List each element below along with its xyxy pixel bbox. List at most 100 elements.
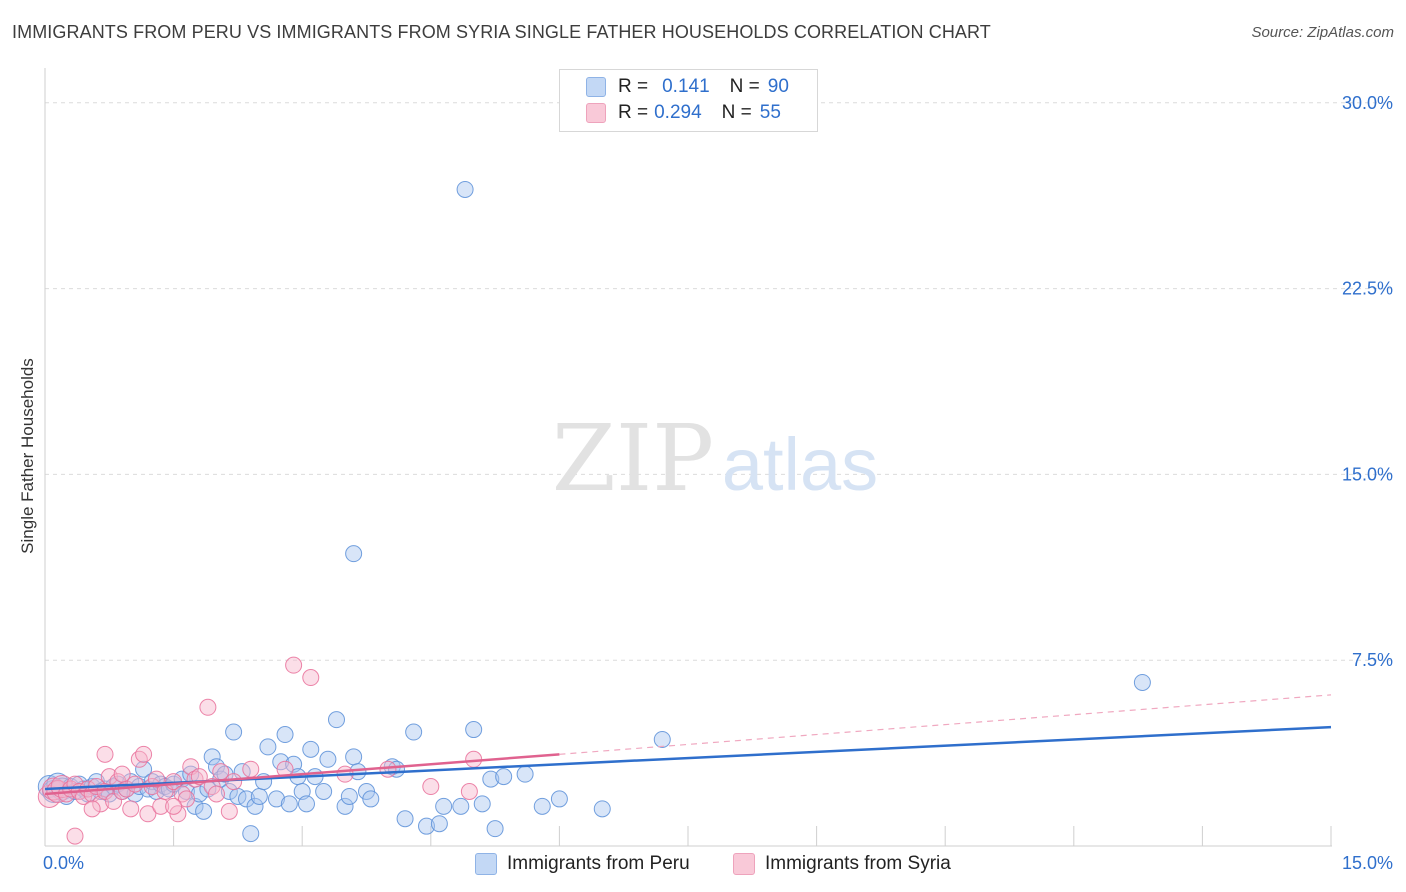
- peru-point: [653, 730, 671, 748]
- peru-point: [452, 797, 470, 815]
- peru-point: [435, 797, 453, 815]
- watermark: ZIP atlas: [552, 405, 878, 512]
- legend-swatch-peru: [586, 77, 606, 97]
- peru-point: [135, 760, 153, 778]
- series-legend-swatch-peru: [475, 853, 497, 875]
- y-tick-label: 7.5%: [1352, 650, 1393, 670]
- legend-n-label-peru: N =: [729, 76, 760, 97]
- trend-lines: [44, 694, 1332, 796]
- legend-n-value-syria: 55: [759, 102, 781, 123]
- series-legend-label-peru: Immigrants from Peru: [507, 853, 690, 874]
- peru-point: [345, 545, 363, 563]
- syria-point: [96, 745, 114, 763]
- watermark-zip: ZIP: [552, 405, 714, 512]
- x-tick-label-max: 15.0%: [1342, 853, 1393, 873]
- syria-point: [207, 785, 225, 803]
- peru-point: [220, 782, 238, 800]
- syria-point: [285, 656, 303, 674]
- peru-point: [242, 825, 260, 843]
- peru-point: [456, 180, 474, 198]
- peru-point: [203, 748, 221, 766]
- chart-title: IMMIGRANTS FROM PERU VS IMMIGRANTS FROM …: [12, 22, 991, 42]
- syria-point: [220, 802, 238, 820]
- peru-point: [405, 723, 423, 741]
- series-peru: [37, 180, 1151, 843]
- syria-point: [199, 698, 217, 716]
- peru-point: [418, 817, 436, 835]
- peru-point: [473, 795, 491, 813]
- peru-point: [336, 797, 354, 815]
- syria-point: [460, 782, 478, 800]
- trend-line-syria: [44, 753, 560, 796]
- legend-row-peru: R = 0.141 N = 90: [586, 75, 789, 99]
- legend-swatch-syria: [586, 103, 606, 123]
- peru-point: [593, 800, 611, 818]
- peru-point: [482, 770, 500, 788]
- peru-point: [495, 768, 513, 786]
- series-legend-peru[interactable]: Immigrants from Peru: [475, 851, 690, 877]
- legend-n-label-syria: N =: [721, 102, 752, 123]
- series-legend-swatch-syria: [733, 853, 755, 875]
- series-legend: Immigrants from Peru Immigrants from Syr…: [0, 851, 1406, 877]
- y-tick-label: 22.5%: [1342, 279, 1393, 299]
- syria-point: [139, 805, 157, 823]
- peru-point: [195, 802, 213, 820]
- peru-point: [259, 738, 277, 756]
- peru-point: [280, 795, 298, 813]
- syria-point: [165, 797, 183, 815]
- peru-point: [345, 748, 363, 766]
- y-tick-label: 30.0%: [1342, 93, 1393, 113]
- peru-point: [302, 740, 320, 758]
- legend-r-label-syria: R =: [618, 102, 649, 123]
- peru-point: [250, 787, 268, 805]
- syria-point: [122, 800, 140, 818]
- trend-line-syria-extension: [559, 694, 1332, 755]
- gridlines: [45, 102, 1392, 661]
- peru-point: [465, 721, 483, 739]
- syria-point: [177, 790, 195, 808]
- syria-point: [83, 800, 101, 818]
- legend-n-value-peru: 90: [767, 76, 789, 97]
- syria-point: [66, 827, 84, 845]
- tick-labels: 7.5% 15.0% 22.5% 30.0% 0.0% 15.0%: [43, 93, 1393, 873]
- watermark-atlas: atlas: [722, 423, 878, 506]
- legend-r-value-syria: 0.294: [654, 102, 702, 123]
- syria-point: [113, 765, 131, 783]
- peru-point: [340, 787, 358, 805]
- legend-r-value-peru: 0.141: [662, 76, 710, 97]
- y-tick-label: 15.0%: [1342, 464, 1393, 484]
- peru-point: [276, 726, 294, 744]
- peru-point: [396, 810, 414, 828]
- x-tick-label-min: 0.0%: [43, 853, 84, 873]
- peru-point: [430, 815, 448, 833]
- peru-point: [327, 711, 345, 729]
- peru-point: [533, 797, 551, 815]
- series-syria: [37, 656, 483, 845]
- peru-point: [267, 790, 285, 808]
- peru-point: [486, 820, 504, 838]
- peru-point: [246, 797, 264, 815]
- legend-row-syria: R = 0.294 N = 55: [586, 101, 781, 125]
- peru-point: [550, 790, 568, 808]
- peru-point: [225, 723, 243, 741]
- syria-point: [105, 792, 123, 810]
- correlation-legend: R = 0.141 N = 90 R = 0.294 N = 55: [559, 69, 818, 132]
- syria-point: [242, 760, 260, 778]
- syria-point: [135, 745, 153, 763]
- peru-point: [1133, 673, 1151, 691]
- peru-point: [362, 790, 380, 808]
- syria-point: [225, 773, 243, 791]
- syria-point: [100, 768, 118, 786]
- series-legend-syria[interactable]: Immigrants from Syria: [733, 851, 951, 877]
- peru-point: [319, 750, 337, 768]
- peru-point: [237, 790, 255, 808]
- syria-point: [422, 778, 440, 796]
- syria-point: [302, 669, 320, 687]
- source-label: Source: ZipAtlas.com: [1251, 24, 1394, 41]
- legend-r-label-peru: R =: [618, 76, 649, 97]
- peru-point: [297, 795, 315, 813]
- peru-point: [516, 765, 534, 783]
- series-legend-label-syria: Immigrants from Syria: [765, 853, 951, 874]
- peru-point: [315, 782, 333, 800]
